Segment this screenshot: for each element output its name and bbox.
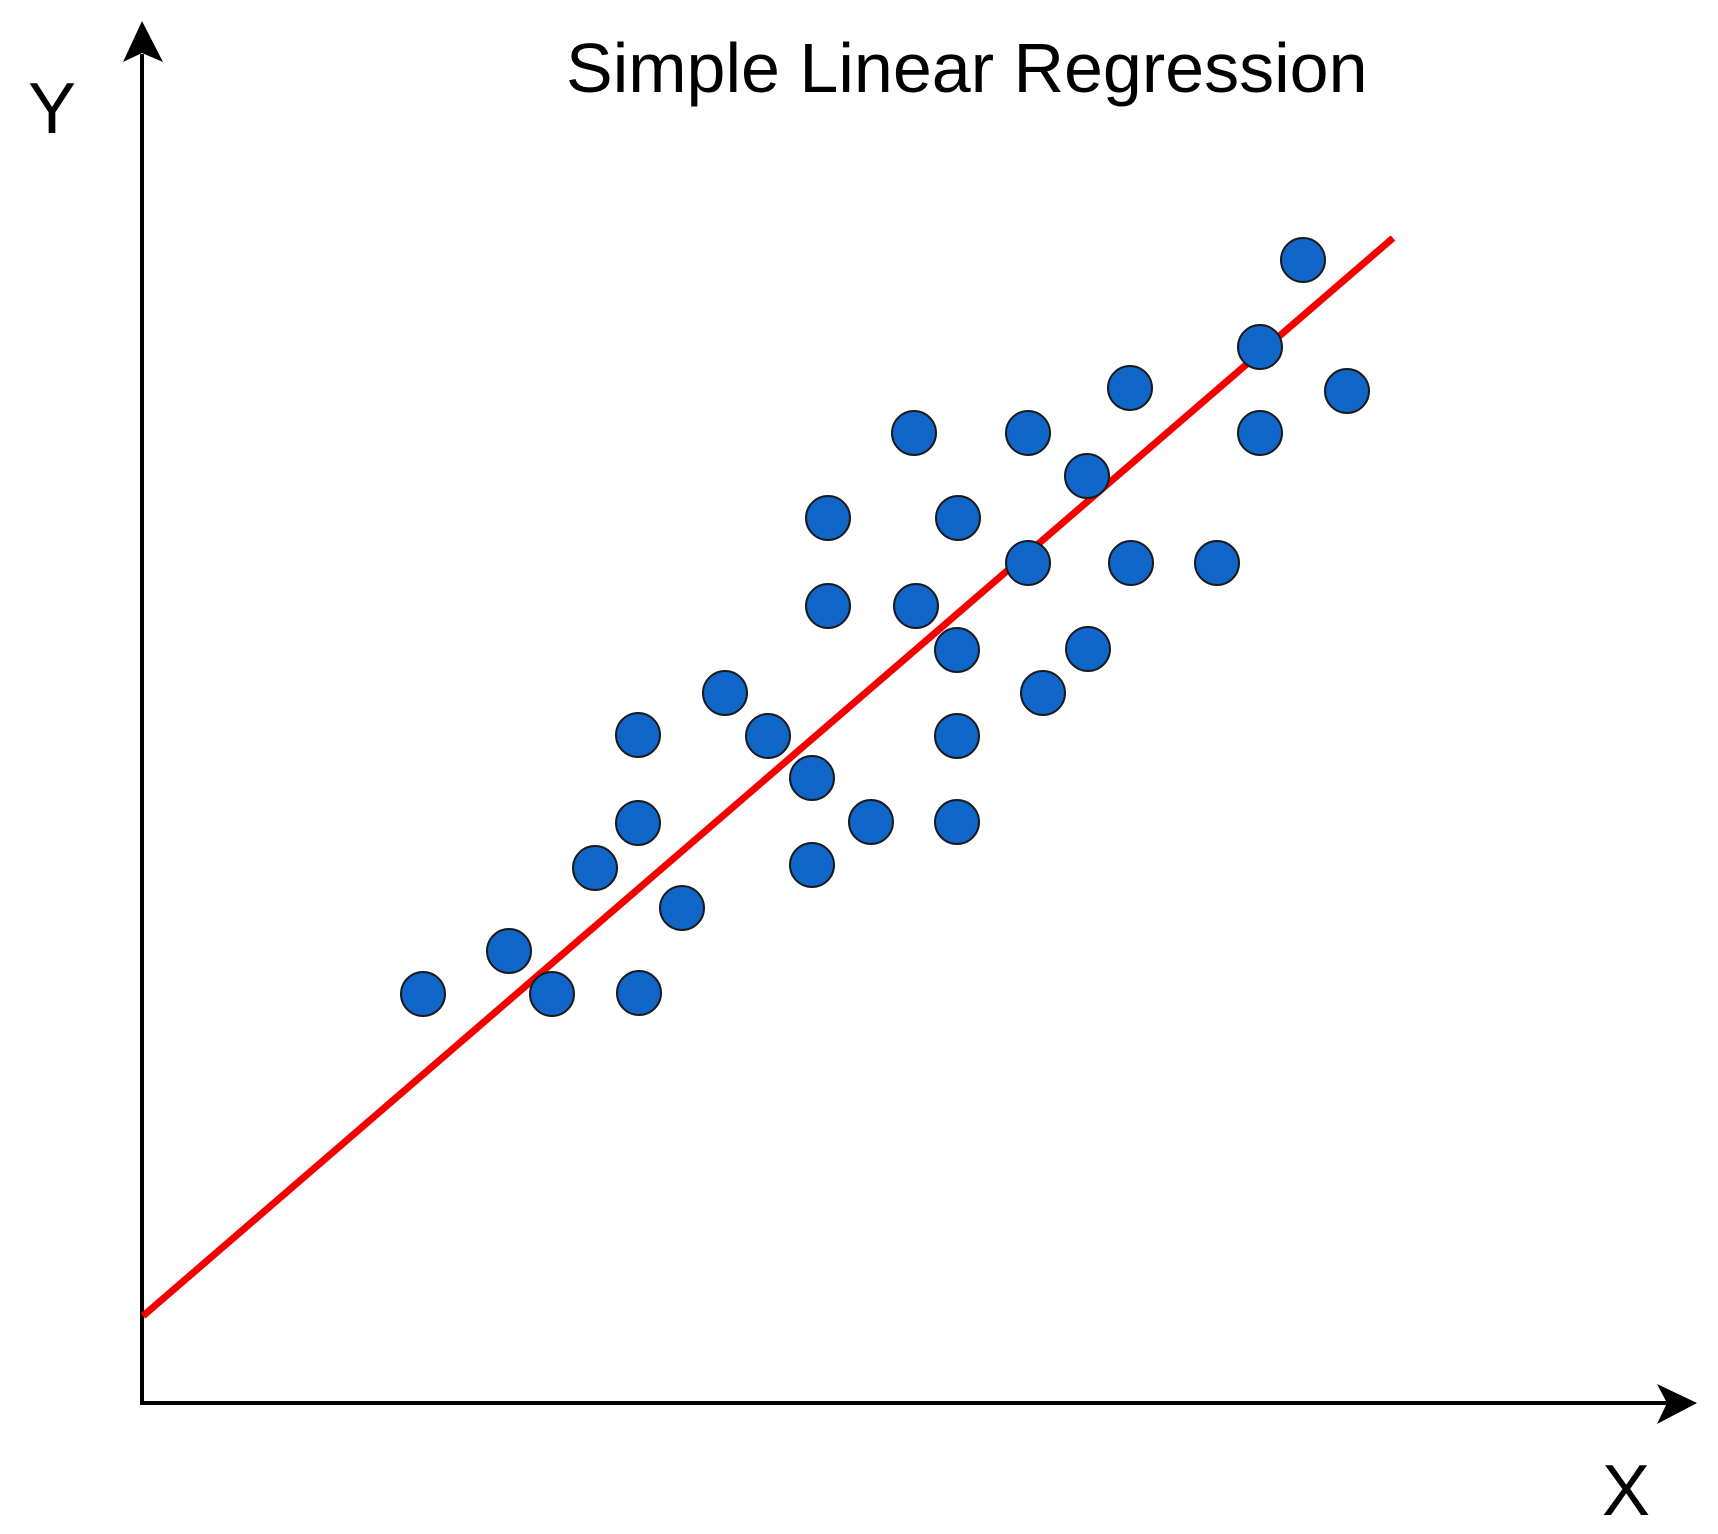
scatter-points bbox=[400, 237, 1370, 1017]
data-point bbox=[1237, 410, 1283, 456]
y-axis-label: Y bbox=[28, 69, 76, 149]
data-point bbox=[805, 583, 851, 629]
x-axis-arrowhead-icon bbox=[1657, 1384, 1697, 1424]
data-point bbox=[789, 842, 835, 888]
data-point bbox=[891, 410, 937, 456]
data-point bbox=[1194, 540, 1240, 586]
data-point bbox=[935, 495, 981, 541]
data-point bbox=[848, 799, 894, 845]
data-point bbox=[1020, 670, 1066, 716]
data-point bbox=[1005, 540, 1051, 586]
regression-line bbox=[140, 235, 1396, 1319]
data-point bbox=[1064, 453, 1110, 499]
data-point bbox=[934, 713, 980, 759]
data-point bbox=[1065, 626, 1111, 672]
data-point bbox=[529, 971, 575, 1017]
data-point bbox=[1005, 410, 1051, 456]
data-point bbox=[1107, 365, 1153, 411]
data-point bbox=[702, 670, 748, 716]
x-axis-label: X bbox=[1602, 1451, 1650, 1531]
data-point bbox=[789, 755, 835, 801]
data-point bbox=[1324, 368, 1370, 414]
data-point bbox=[615, 800, 661, 846]
data-point bbox=[893, 583, 939, 629]
data-point bbox=[805, 495, 851, 541]
data-point bbox=[400, 971, 446, 1017]
data-point bbox=[934, 627, 980, 673]
data-point bbox=[486, 928, 532, 974]
data-point bbox=[1237, 324, 1283, 370]
data-point bbox=[616, 970, 662, 1016]
data-point bbox=[615, 712, 661, 758]
y-axis-arrowhead-icon bbox=[123, 21, 163, 62]
chart-title: Simple Linear Regression bbox=[566, 29, 1368, 107]
data-point bbox=[1108, 540, 1154, 586]
data-point bbox=[934, 799, 980, 845]
data-point bbox=[572, 845, 618, 891]
data-point bbox=[659, 885, 705, 931]
data-point bbox=[1280, 237, 1326, 283]
data-point bbox=[745, 713, 791, 759]
